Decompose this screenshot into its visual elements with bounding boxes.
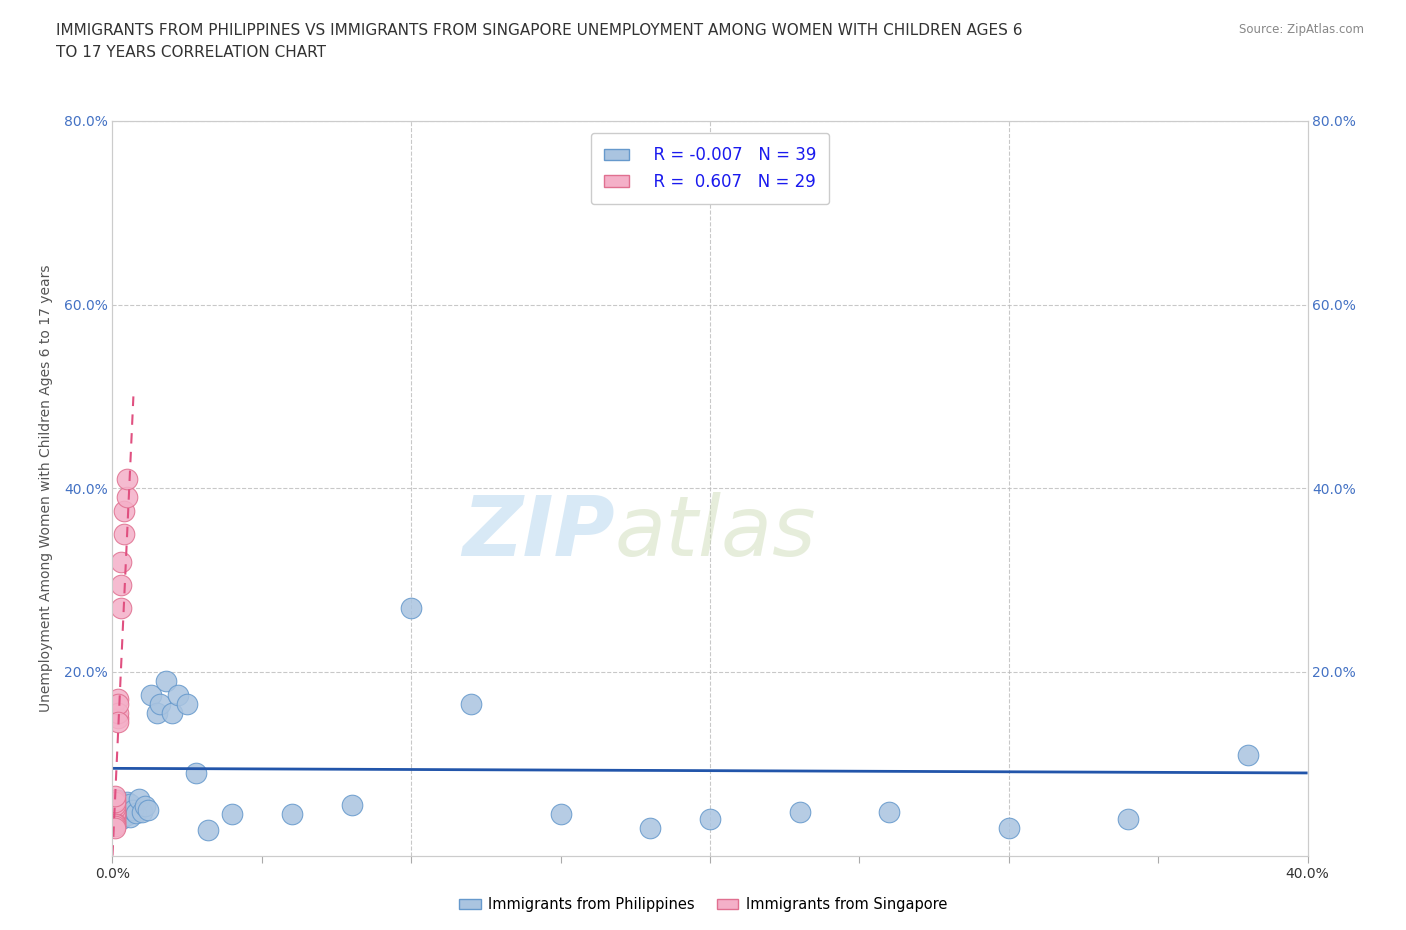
Point	[117, 472, 139, 486]
Point	[110, 578, 132, 592]
Point	[107, 807, 129, 822]
Point	[460, 697, 482, 711]
Text: Source: ZipAtlas.com: Source: ZipAtlas.com	[1239, 23, 1364, 36]
Point	[167, 687, 190, 702]
Point	[107, 692, 129, 707]
Point	[186, 765, 208, 780]
Point	[120, 797, 142, 812]
Point	[117, 795, 139, 810]
Point	[110, 554, 132, 569]
Point	[197, 822, 219, 837]
Point	[110, 811, 132, 827]
Point	[104, 803, 127, 817]
Point	[998, 820, 1021, 835]
Text: atlas: atlas	[614, 492, 815, 573]
Point	[107, 711, 129, 725]
Point	[1237, 747, 1260, 762]
Point	[104, 815, 127, 830]
Point	[104, 818, 127, 833]
Point	[104, 820, 127, 835]
Point	[120, 810, 142, 825]
Point	[131, 804, 153, 819]
Point	[141, 687, 163, 702]
Point	[107, 715, 129, 730]
Point	[221, 807, 243, 822]
Legend:   R = -0.007   N = 39,   R =  0.607   N = 29: R = -0.007 N = 39, R = 0.607 N = 29	[591, 133, 830, 204]
Point	[114, 801, 135, 816]
Point	[155, 673, 177, 688]
Point	[107, 697, 129, 711]
Point	[879, 804, 901, 819]
Point	[114, 504, 135, 519]
Point	[1118, 811, 1140, 827]
Point	[122, 803, 145, 817]
Point	[104, 813, 127, 828]
Point	[110, 798, 132, 813]
Point	[114, 804, 135, 819]
Point	[134, 799, 156, 814]
Point	[117, 808, 139, 823]
Point	[114, 526, 135, 541]
Y-axis label: Unemployment Among Women with Children Ages 6 to 17 years: Unemployment Among Women with Children A…	[38, 264, 52, 712]
Point	[138, 803, 160, 817]
Point	[104, 811, 127, 827]
Point	[104, 793, 127, 808]
Point	[104, 801, 127, 816]
Point	[104, 804, 127, 819]
Point	[104, 807, 127, 822]
Text: IMMIGRANTS FROM PHILIPPINES VS IMMIGRANTS FROM SINGAPORE UNEMPLOYMENT AMONG WOME: IMMIGRANTS FROM PHILIPPINES VS IMMIGRANT…	[56, 23, 1022, 60]
Point	[104, 795, 127, 810]
Point	[162, 706, 183, 721]
Point	[340, 798, 363, 813]
Point	[789, 804, 811, 819]
Point	[104, 806, 127, 821]
Point	[117, 490, 139, 505]
Point	[550, 807, 572, 822]
Text: ZIP: ZIP	[461, 492, 614, 573]
Point	[401, 600, 423, 615]
Point	[176, 697, 198, 711]
Point	[107, 706, 129, 721]
Point	[128, 791, 150, 806]
Point	[640, 820, 662, 835]
Point	[146, 706, 169, 721]
Point	[110, 600, 132, 615]
Point	[104, 810, 127, 825]
Point	[107, 793, 129, 808]
Point	[104, 808, 127, 823]
Point	[125, 806, 148, 821]
Point	[104, 803, 127, 817]
Point	[149, 697, 172, 711]
Point	[104, 789, 127, 804]
Point	[104, 798, 127, 813]
Legend: Immigrants from Philippines, Immigrants from Singapore: Immigrants from Philippines, Immigrants …	[453, 891, 953, 918]
Point	[281, 807, 304, 822]
Point	[104, 817, 127, 831]
Point	[699, 811, 721, 827]
